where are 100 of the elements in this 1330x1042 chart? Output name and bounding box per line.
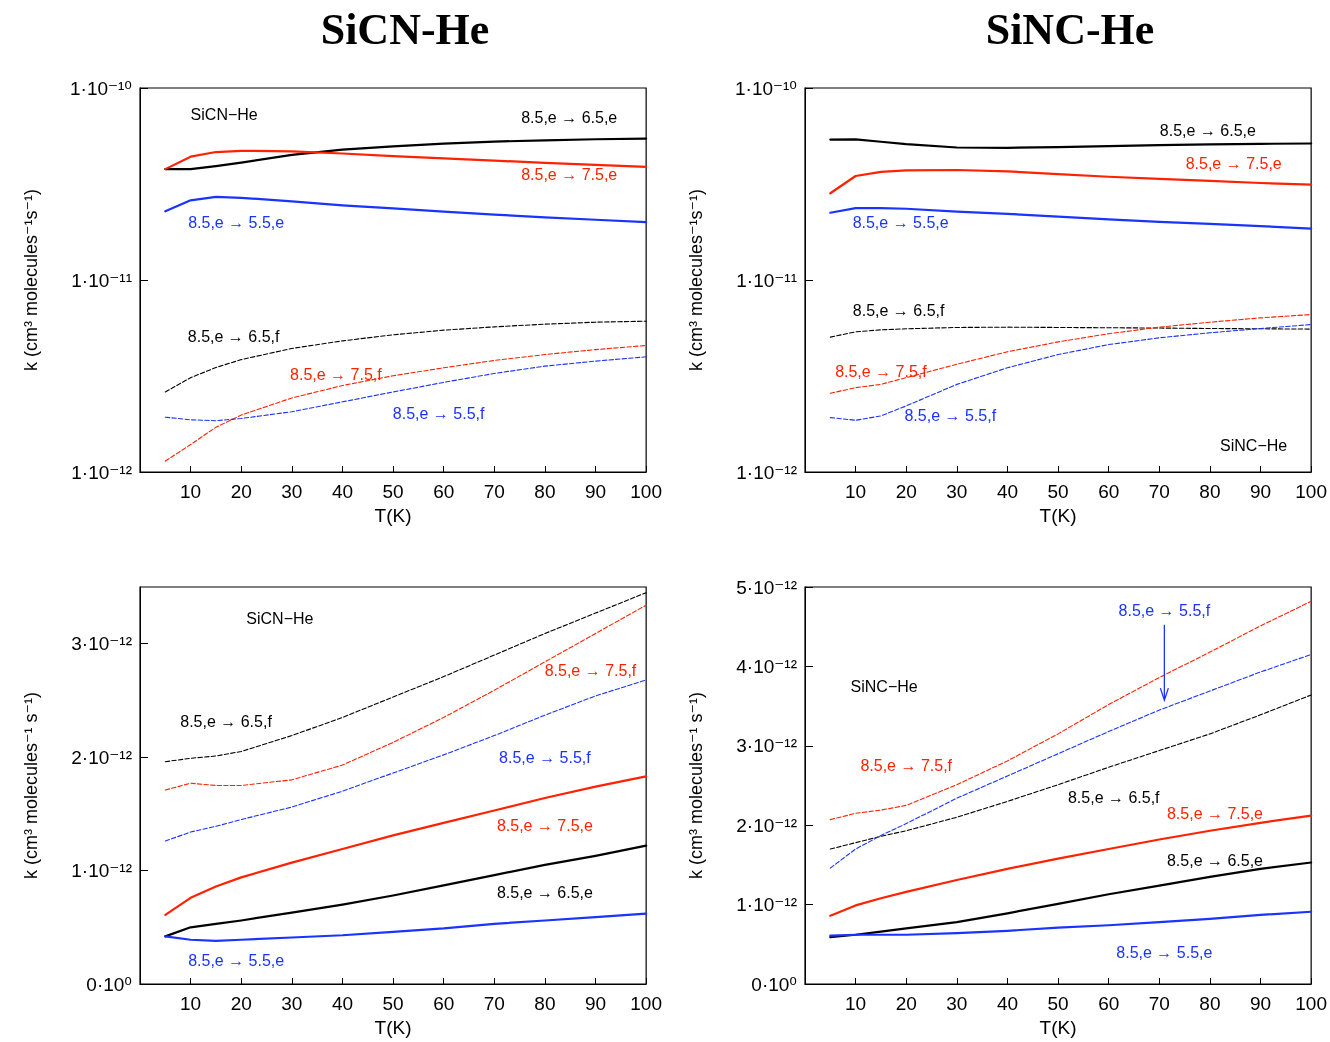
x-axis-title: T(K): [1039, 1016, 1077, 1038]
y-axis-title: k (cm³ molecules⁻¹s⁻¹): [21, 188, 41, 372]
y-axis-title: k (cm³ molecules⁻¹ s⁻¹): [686, 691, 706, 880]
y-tick-label: 0·10⁰: [751, 973, 797, 995]
chart-title: SiCN-He: [320, 4, 490, 54]
annotation: SiCN−He: [190, 106, 258, 124]
series-label: 8.5,e → 7.5,f: [544, 661, 637, 679]
series-label: 8.5,e → 5.5,e: [1116, 943, 1213, 961]
x-tick-label: 50: [382, 481, 404, 502]
x-tick-label: 70: [1148, 993, 1170, 1014]
line-series: [164, 912, 648, 942]
x-axis-title: T(K): [1039, 504, 1077, 526]
line-series: [164, 775, 648, 916]
y-tick-label: 1·10⁻¹²: [736, 894, 797, 916]
x-tick-label: 90: [584, 481, 607, 502]
x-axis-title: T(K): [374, 504, 412, 526]
x-tick-label: 100: [630, 993, 662, 1014]
series-label: 8.5,e → 5.5,f: [499, 749, 592, 767]
series-label: 8.5,e → 7.5,f: [290, 365, 383, 383]
y-tick-label: 5·10⁻¹²: [736, 576, 797, 598]
series-label: 8.5,e → 6.5,e: [1159, 121, 1257, 139]
x-tick-label: 50: [1047, 993, 1069, 1014]
y-tick-label: 0·10⁰: [86, 973, 132, 995]
x-tick-label: 20: [895, 481, 917, 502]
line-series: [829, 653, 1312, 869]
y-axis-title: k (cm³ molecules⁻¹s⁻¹): [686, 188, 706, 372]
x-tick-label: 50: [382, 993, 404, 1014]
x-tick-label: 20: [230, 481, 252, 502]
x-axis-title: T(K): [374, 1016, 412, 1038]
annotation: SiNC−He: [1220, 436, 1288, 454]
y-tick-label: 1·10⁻¹²: [71, 461, 132, 483]
series-label: 8.5,e → 6.5,e: [496, 884, 594, 902]
line-series: [164, 679, 647, 842]
line-series: [164, 344, 647, 462]
y-tick-label: 2·10⁻¹²: [736, 814, 797, 836]
series-label: 8.5,e → 7.5,e: [496, 816, 594, 834]
y-axis-title: k (cm³ molecules⁻¹ s⁻¹): [21, 691, 41, 880]
x-tick-label: 40: [996, 993, 1019, 1014]
x-tick-label: 30: [281, 481, 303, 502]
y-tick-label: 1·10⁻¹¹: [736, 269, 797, 291]
y-tick-label: 1·10⁻¹²: [736, 461, 797, 483]
y-tick-label: 1·10⁻¹²: [71, 860, 132, 882]
x-tick-label: 80: [1199, 993, 1221, 1014]
annotation: SiCN−He: [246, 610, 314, 628]
x-tick-label: 60: [433, 481, 455, 502]
series-label: 8.5,e → 6.5,f: [1067, 788, 1161, 806]
x-tick-label: 30: [281, 993, 303, 1014]
series-label: 8.5,e → 7.5,f: [860, 757, 953, 775]
x-tick-label: 40: [331, 993, 354, 1014]
series-label: 8.5,e → 6.5,e: [1166, 852, 1264, 870]
y-tick-label: 4·10⁻¹²: [736, 655, 797, 677]
x-tick-label: 10: [180, 481, 202, 502]
line-series: [829, 600, 1312, 821]
series-label: 8.5,e → 7.5,e: [1185, 155, 1282, 173]
x-tick-label: 60: [1098, 481, 1120, 502]
series-label: 8.5,e → 6.5,f: [852, 301, 945, 319]
y-tick-label: 3·10⁻¹²: [736, 735, 797, 757]
series-label: 8.5,e → 6.5,e: [521, 109, 618, 127]
x-tick-label: 70: [1148, 481, 1170, 502]
x-tick-label: 10: [845, 993, 867, 1014]
x-tick-label: 10: [845, 481, 867, 502]
x-tick-label: 10: [180, 993, 202, 1014]
series-label: 8.5,e → 7.5,f: [835, 362, 928, 380]
y-tick-label: 3·10⁻¹²: [71, 633, 132, 655]
series-label: 8.5,e → 5.5,e: [188, 213, 285, 231]
x-tick-label: 100: [1295, 993, 1327, 1014]
x-tick-label: 90: [1249, 481, 1272, 502]
series-label: 8.5,e → 5.5,e: [852, 214, 949, 232]
y-tick-label: 1·10⁻¹⁰: [69, 77, 132, 99]
series-label: 8.5,e → 6.5,f: [187, 328, 280, 346]
x-tick-label: 30: [946, 993, 968, 1014]
x-tick-label: 30: [946, 481, 968, 502]
line-series: [164, 356, 647, 422]
series-label: 8.5,e → 7.5,e: [1166, 804, 1264, 822]
y-tick-label: 1·10⁻¹¹: [71, 269, 132, 291]
x-tick-label: 90: [1249, 993, 1272, 1014]
y-tick-label: 1·10⁻¹⁰: [734, 77, 797, 99]
series-label: 8.5,e → 5.5,f: [904, 407, 997, 425]
x-tick-label: 60: [1098, 993, 1120, 1014]
x-tick-label: 60: [433, 993, 455, 1014]
x-tick-label: 70: [483, 993, 505, 1014]
line-series: [829, 910, 1313, 937]
series-label: 8.5,e → 5.5,e: [188, 951, 285, 969]
x-tick-label: 40: [996, 481, 1019, 502]
series-label: 8.5,e → 5.5,f: [392, 404, 485, 422]
x-tick-label: 80: [534, 481, 556, 502]
x-tick-label: 20: [230, 993, 252, 1014]
x-tick-label: 20: [895, 993, 917, 1014]
line-series: [829, 206, 1313, 230]
annotation: SiNC−He: [850, 677, 918, 695]
x-tick-label: 50: [1047, 481, 1069, 502]
chart-title: SiNC-He: [985, 4, 1155, 54]
x-tick-label: 100: [1295, 481, 1327, 502]
x-tick-label: 80: [534, 993, 556, 1014]
series-label: 8.5,e → 6.5,f: [180, 713, 273, 731]
series-label: 8.5,e → 7.5,e: [521, 165, 618, 183]
line-series: [164, 604, 647, 791]
x-tick-label: 70: [483, 481, 505, 502]
line-series: [829, 324, 1312, 421]
x-tick-label: 90: [584, 993, 607, 1014]
